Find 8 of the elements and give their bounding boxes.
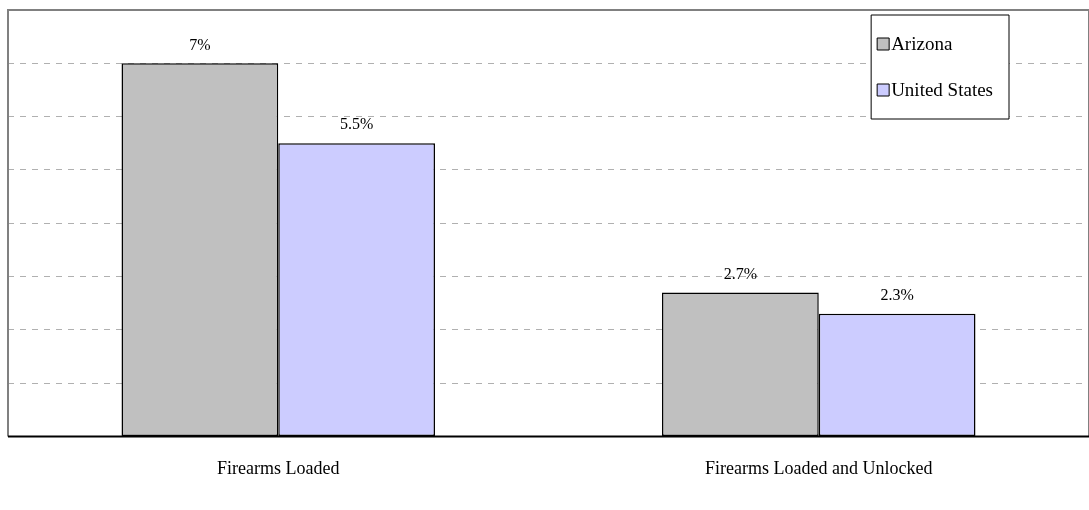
data-label: 7%	[189, 35, 211, 53]
x-tick-label: Firearms Loaded	[217, 457, 340, 478]
data-label: 2.7%	[723, 264, 758, 282]
legend-label: Arizona	[891, 32, 953, 54]
legend-label: United States	[891, 78, 994, 100]
data-label: 2.3%	[880, 286, 914, 304]
data-label: 5.5%	[339, 115, 374, 133]
x-tick-label: Firearms Loaded and Unlocked	[705, 457, 933, 478]
